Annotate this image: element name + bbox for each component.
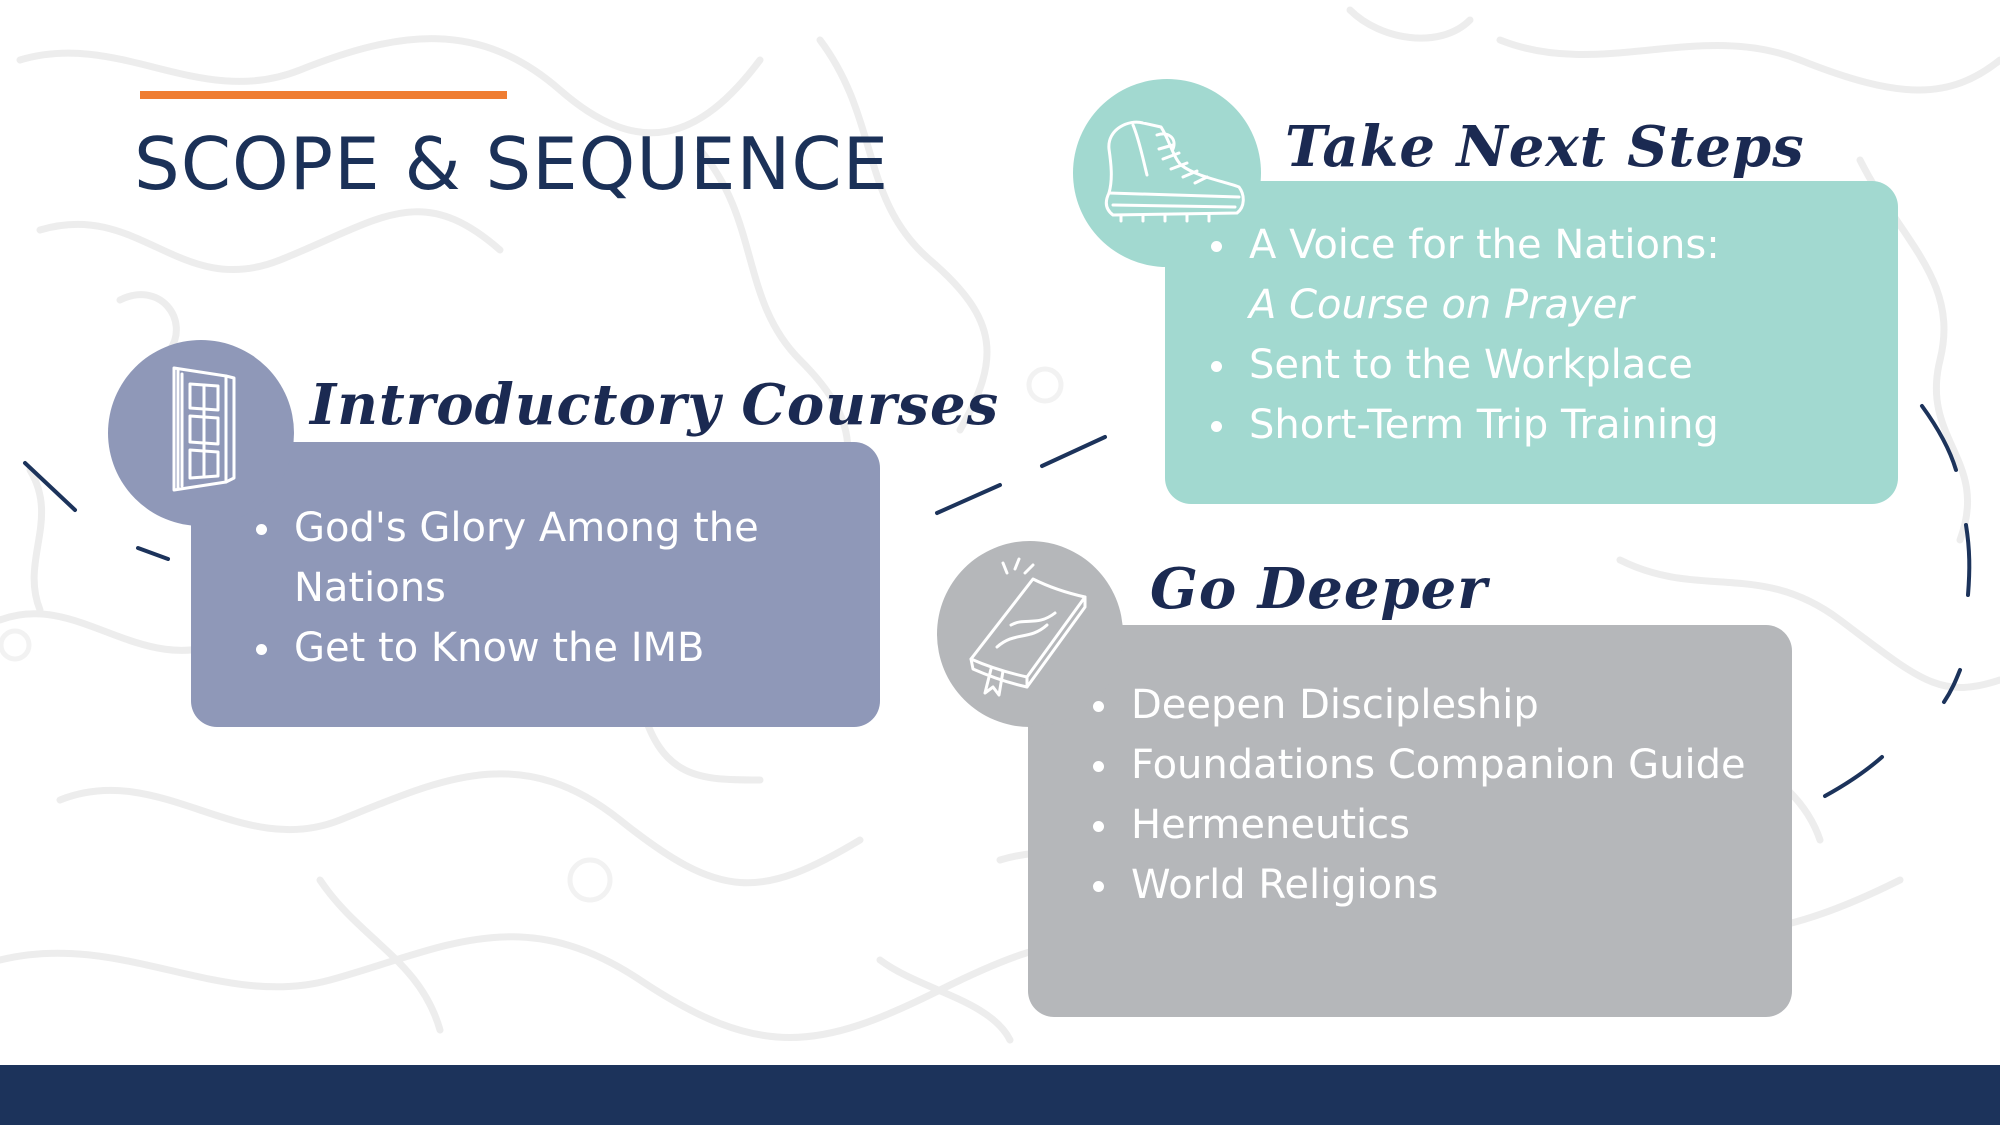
list-item: God's Glory Among the Nations: [256, 498, 834, 618]
list-item-label: Hermeneutics: [1131, 802, 1410, 848]
take-next-steps-card: [1165, 181, 1898, 504]
footer-bar: [0, 1065, 2000, 1125]
list-item-label: Get to Know the IMB: [294, 625, 705, 671]
list-item: A Voice for the Nations: A Course on Pra…: [1211, 215, 1720, 335]
list-item: Get to Know the IMB: [256, 618, 834, 678]
take-next-steps-icon-badge: [1073, 79, 1261, 267]
list-item-subtitle: A Course on Prayer: [1249, 282, 1634, 328]
title-accent-line: [140, 91, 507, 99]
take-next-steps-heading: Take Next Steps: [1285, 114, 1805, 180]
go-deeper-heading: Go Deeper: [1150, 556, 1488, 622]
list-item-label: Sent to the Workplace: [1249, 342, 1693, 388]
door-icon: [172, 366, 236, 492]
introductory-courses-icon-badge: [108, 340, 294, 526]
list-item: Deepen Discipleship: [1093, 675, 1746, 735]
list-item-label: World Religions: [1131, 862, 1439, 908]
go-deeper-list: Deepen Discipleship Foundations Companio…: [1093, 675, 1746, 915]
list-item: Short-Term Trip Training: [1211, 395, 1720, 455]
go-deeper-card: [1028, 625, 1792, 1017]
list-item: Foundations Companion Guide: [1093, 735, 1746, 795]
list-item: Sent to the Workplace: [1211, 335, 1720, 395]
introductory-courses-card: [191, 442, 880, 727]
list-item: Hermeneutics: [1093, 795, 1746, 855]
go-deeper-icon-badge: [937, 541, 1123, 727]
page-title: SCOPE & SEQUENCE: [134, 122, 890, 206]
list-item-label: Short-Term Trip Training: [1249, 402, 1719, 448]
introductory-courses-list: God's Glory Among the Nations Get to Kno…: [256, 498, 834, 678]
list-item-label: Foundations Companion Guide: [1131, 742, 1746, 788]
introductory-courses-heading: Introductory Courses: [310, 372, 1000, 438]
list-item-label: Deepen Discipleship: [1131, 682, 1539, 728]
list-item-label: A Voice for the Nations:: [1249, 222, 1720, 268]
list-item: World Religions: [1093, 855, 1746, 915]
list-item-label: God's Glory Among the Nations: [294, 505, 759, 611]
take-next-steps-list: A Voice for the Nations: A Course on Pra…: [1211, 215, 1720, 455]
book-icon: [969, 557, 1087, 697]
hiking-boot-icon: [1104, 120, 1245, 223]
